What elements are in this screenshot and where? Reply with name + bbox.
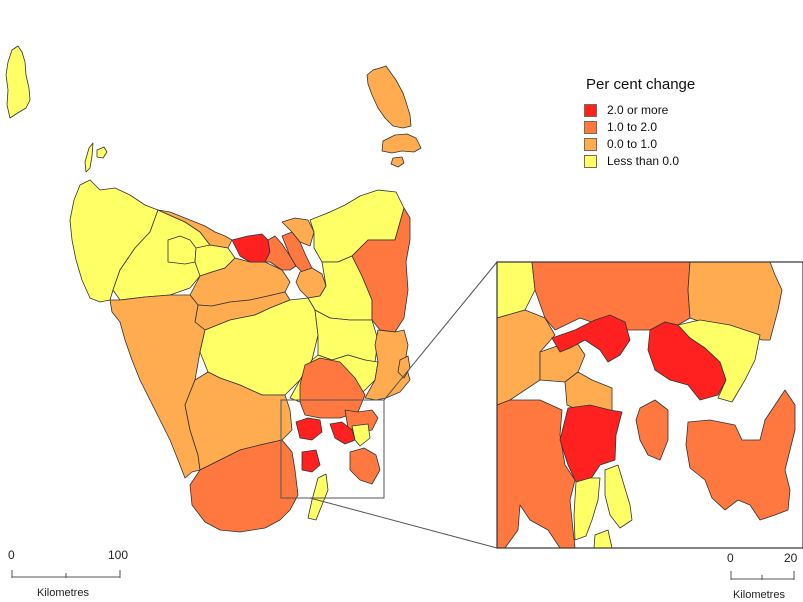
inset-region-tasman[interactable] bbox=[685, 389, 796, 521]
region-three-hummock[interactable] bbox=[96, 146, 108, 159]
legend-swatch bbox=[584, 103, 597, 117]
region-tasman[interactable] bbox=[349, 447, 381, 485]
region-king-island[interactable] bbox=[5, 45, 31, 119]
region-latrobe[interactable] bbox=[264, 235, 297, 271]
inset-region-bruny-c[interactable] bbox=[593, 529, 613, 548]
inset-map bbox=[496, 261, 803, 549]
legend: Per cent change 2.0 or more 1.0 to 2.0 0… bbox=[584, 76, 695, 170]
connector-line-bottom bbox=[309, 497, 498, 549]
scale-inset-start: 0 bbox=[727, 551, 734, 565]
inset-region-sorell[interactable] bbox=[677, 319, 761, 403]
legend-item-1-to-2: 1.0 to 2.0 bbox=[584, 119, 695, 135]
scale-bar-main bbox=[11, 570, 121, 578]
inset-region-nw-yellow[interactable] bbox=[497, 262, 536, 319]
legend-label: 0.0 to 1.0 bbox=[607, 137, 658, 151]
inset-region-red-kingborough[interactable] bbox=[559, 404, 623, 483]
region-huon-valley[interactable] bbox=[189, 439, 299, 533]
inset-region-red-nw[interactable] bbox=[551, 314, 631, 363]
region-flinders-island[interactable] bbox=[366, 65, 412, 129]
connector-line-top bbox=[383, 261, 498, 401]
region-sorell-yellow[interactable] bbox=[351, 423, 371, 447]
region-george-town[interactable] bbox=[281, 217, 315, 247]
legend-title: Per cent change bbox=[586, 76, 696, 93]
inset-region-south-arm[interactable] bbox=[635, 399, 669, 461]
region-kingborough[interactable] bbox=[301, 449, 321, 473]
legend-item-2-or-more: 2.0 or more bbox=[584, 102, 695, 118]
legend-swatch bbox=[584, 154, 597, 168]
region-hunter-islands[interactable] bbox=[84, 142, 94, 173]
inset-region-sw[interactable] bbox=[497, 399, 576, 548]
scale-main-start: 0 bbox=[8, 548, 15, 562]
legend-label: 1.0 to 2.0 bbox=[607, 120, 658, 134]
legend-swatch bbox=[584, 137, 597, 151]
scale-bar-inset bbox=[730, 571, 795, 580]
legend-item-less-than-0: Less than 0.0 bbox=[584, 153, 695, 169]
legend-swatch bbox=[584, 120, 597, 134]
region-hobart-north[interactable] bbox=[295, 417, 323, 441]
inset-region-hobart[interactable] bbox=[564, 371, 613, 416]
legend-item-0-to-1: 0.0 to 1.0 bbox=[584, 136, 695, 152]
legend-label: 2.0 or more bbox=[607, 103, 669, 117]
scale-main-end: 100 bbox=[108, 548, 129, 562]
region-devonport[interactable] bbox=[231, 233, 271, 263]
region-west-coast[interactable] bbox=[109, 294, 206, 479]
region-wynyard-coast[interactable] bbox=[157, 209, 233, 249]
inset-region-bruny-b[interactable] bbox=[604, 464, 633, 529]
legend-label: Less than 0.0 bbox=[607, 154, 680, 168]
scale-main-unit: Kilometres bbox=[37, 587, 89, 599]
scale-inset-end: 20 bbox=[784, 551, 798, 565]
inset-region-bruny-a[interactable] bbox=[573, 477, 601, 541]
region-bruny-island[interactable] bbox=[307, 473, 329, 521]
region-clarke-island[interactable] bbox=[390, 156, 405, 168]
inset-region-ne[interactable] bbox=[687, 262, 783, 341]
region-cape-barren-island[interactable] bbox=[381, 133, 422, 154]
inset-frame bbox=[496, 261, 803, 549]
inset-locator-box bbox=[280, 399, 385, 499]
scale-inset-unit: Kilometres bbox=[733, 589, 785, 601]
